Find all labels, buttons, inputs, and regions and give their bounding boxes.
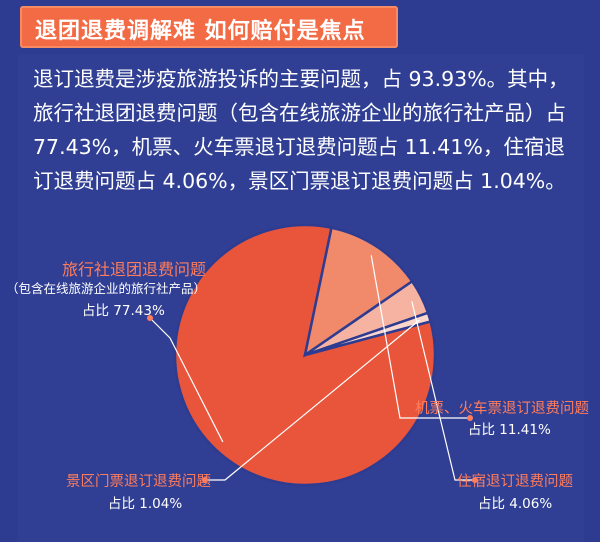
leader-dot-0 [147, 315, 153, 321]
pie-slices [173, 223, 437, 487]
pie-slice-3 [304, 311, 433, 357]
leader-line-3 [205, 319, 420, 481]
page-title: 退团退费调解难 如何赔付是焦点 [35, 19, 366, 44]
pie-slice-1 [303, 226, 414, 358]
leader-dot-1 [467, 415, 473, 421]
leader-lines [147, 255, 478, 483]
leader-line-1 [370, 255, 470, 419]
slice-share-air-rail-tickets: 占比 11.41% [468, 422, 551, 438]
slice-label-accommodation: 住宿退订退费问题 [457, 474, 573, 490]
slice-share-scenic-tickets: 占比 1.04% [108, 496, 183, 512]
slice-label-scenic-tickets: 景区门票退订退费问题 [66, 474, 211, 490]
leader-line-2 [411, 301, 475, 481]
title-banner [20, 6, 398, 48]
slice-note-travel-agency: （包含在线旅游企业的旅行社产品） [6, 281, 207, 296]
leader-dot-2 [472, 477, 478, 483]
leader-dot-3 [202, 477, 208, 483]
slice-share-accommodation: 占比 4.06% [478, 496, 553, 512]
slice-share-travel-agency: 占比 77.43% [82, 303, 165, 319]
slice-label-air-rail-tickets: 机票、火车票退订退费问题 [415, 401, 589, 417]
intro-paragraph: 退订退费是涉疫旅游投诉的主要问题，占 93.93%。其中，旅行社退团退费问题（包… [33, 67, 569, 193]
slice-label-travel-agency: 旅行社退团退费问题 [62, 260, 207, 279]
leader-line-0 [149, 317, 224, 443]
